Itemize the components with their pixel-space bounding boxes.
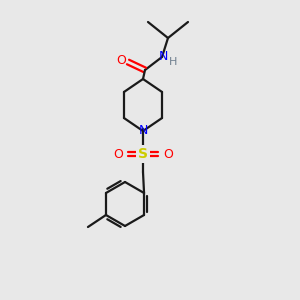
Text: O: O: [163, 148, 173, 160]
Text: N: N: [138, 124, 148, 137]
Text: S: S: [138, 147, 148, 161]
Text: O: O: [113, 148, 123, 160]
Text: N: N: [158, 50, 168, 64]
Text: H: H: [169, 57, 177, 67]
Text: O: O: [116, 55, 126, 68]
